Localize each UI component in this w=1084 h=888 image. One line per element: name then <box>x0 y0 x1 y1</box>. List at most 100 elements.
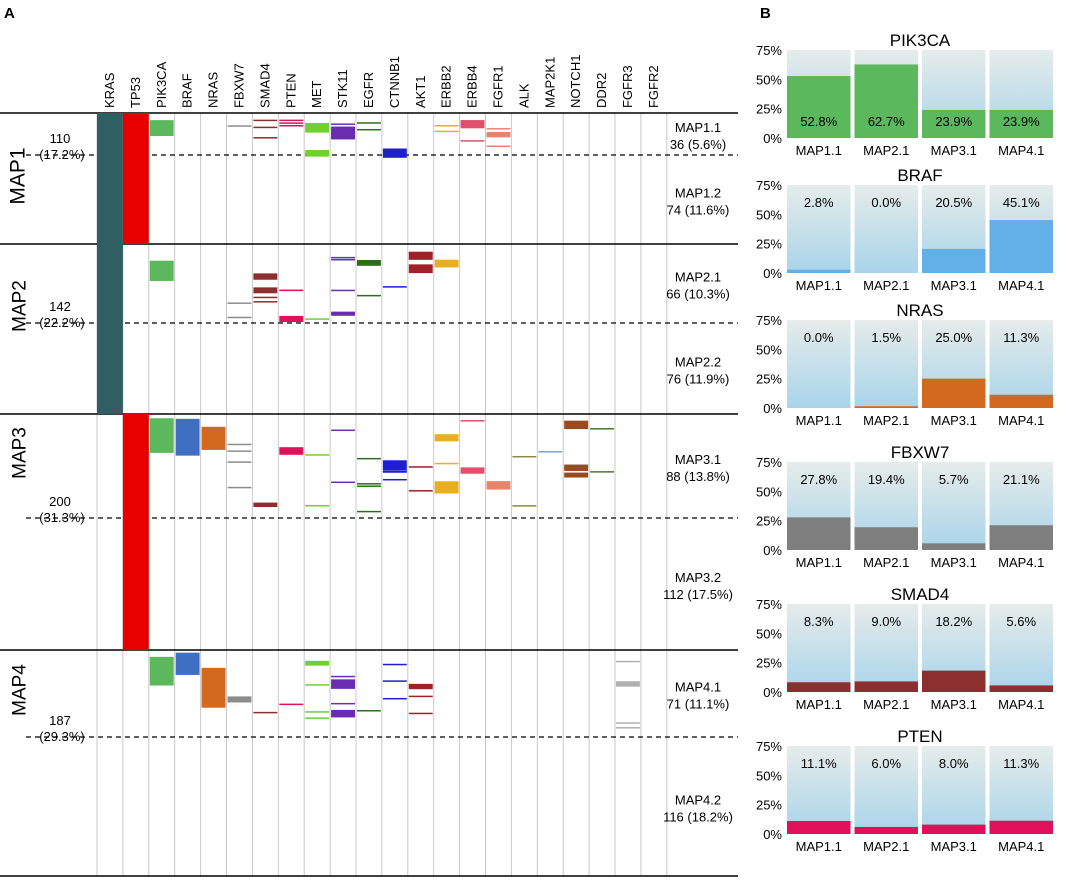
gene-header-fgfr3: FGFR3 <box>620 65 635 108</box>
mutation-mark-smad4 <box>253 287 278 294</box>
subgroup-name-map2-1: MAP2.1 <box>675 270 721 285</box>
group-count: 200 <box>49 494 71 509</box>
mutation-mark-stk11 <box>331 702 355 705</box>
bar-map4-1 <box>989 109 1053 138</box>
mutation-mark-akt1 <box>408 712 433 715</box>
mutation-mark-egfr <box>357 710 381 712</box>
category-label: MAP2.1 <box>863 413 909 428</box>
mutation-block-kras <box>97 244 123 414</box>
category-label: MAP1.1 <box>796 697 842 712</box>
gene-header-fbxw7: FBXW7 <box>231 63 246 108</box>
data-label: 23.9% <box>1003 114 1040 129</box>
mutation-mark-erbb2 <box>434 259 459 268</box>
mutation-block-pik3ca <box>149 120 174 136</box>
mutation-mark-egfr <box>357 259 381 265</box>
subgroup-name-map4-2: MAP4.2 <box>675 793 721 808</box>
data-label: 5.6% <box>1006 614 1036 629</box>
bar-background <box>854 604 918 692</box>
mutation-frequency-bar-charts: B PIK3CA 75% 50% 25% 0% 52.8% MAP1.1 62.7% MAP2.… <box>756 5 1053 854</box>
mutation-mark-egfr <box>357 485 381 487</box>
data-label: 6.0% <box>871 756 901 771</box>
group-count: 142 <box>49 299 71 314</box>
mutation-mark-stk11 <box>331 709 355 718</box>
bar-map4-1 <box>989 525 1053 550</box>
mutation-mark-fgfr3 <box>616 722 640 724</box>
subgroup-size: 71 (11.1%) <box>667 697 730 712</box>
mutation-mark-fbxw7 <box>227 443 252 446</box>
mutation-mark-pten <box>279 289 304 292</box>
bar-map2-1 <box>854 64 918 138</box>
bar-background <box>922 462 986 550</box>
panel-label-b: B <box>760 5 771 22</box>
mutation-mark-erbb4 <box>460 420 485 422</box>
mutation-mark-egfr <box>357 128 381 131</box>
y-tick-label: 50% <box>756 342 782 357</box>
mutation-mark-stk11 <box>331 123 355 125</box>
mutation-mark-notch1 <box>564 420 589 430</box>
category-label: MAP1.1 <box>796 278 842 293</box>
mutation-mark-smad4 <box>253 273 278 280</box>
group-name-map4: MAP4 <box>10 664 31 716</box>
chart-title: FBXW7 <box>891 443 950 462</box>
category-label: MAP1.1 <box>796 555 842 570</box>
mutation-mark-fgfr1 <box>486 128 511 130</box>
y-tick-label: 0% <box>763 543 782 558</box>
mutation-mark-ctnnb1 <box>382 471 407 473</box>
data-label: 20.5% <box>935 195 972 210</box>
mutation-mark-fgfr3 <box>616 660 640 663</box>
bar-map3-1 <box>922 824 986 834</box>
y-tick-label: 75% <box>756 597 782 612</box>
mutation-mark-erbb2 <box>434 434 459 442</box>
data-label: 45.1% <box>1003 195 1040 210</box>
mutation-mark-smad4 <box>253 301 278 303</box>
mutation-mark-akt1 <box>408 684 433 690</box>
mutation-mark-fgfr1 <box>486 145 511 148</box>
category-label: MAP4.1 <box>998 697 1044 712</box>
mutation-mark-fbxw7 <box>227 302 252 304</box>
bar-map3-1 <box>922 543 986 550</box>
subgroup-name-map1-2: MAP1.2 <box>675 186 721 201</box>
bar-map3-1 <box>922 670 986 692</box>
mutation-mark-fbxw7 <box>227 696 252 703</box>
mutation-mark-egfr <box>357 294 381 297</box>
bar-chart-braf: BRAF 75% 50% 25% 0% 2.8% MAP1.1 0.0% MAP2.1 20.5%… <box>756 166 1053 293</box>
mutation-mark-met <box>305 318 330 320</box>
bar-background <box>922 746 986 834</box>
mutation-block-kras <box>97 113 123 244</box>
mutation-mark-ddr2 <box>590 428 614 430</box>
group-percent: (31.3%) <box>39 510 85 525</box>
chart-title: SMAD4 <box>891 585 950 604</box>
subgroup-name-map3-2: MAP3.2 <box>675 570 721 585</box>
subgroup-name-map2-2: MAP2.2 <box>675 355 721 370</box>
mutation-mark-stk11 <box>331 289 355 292</box>
chart-title: PIK3CA <box>890 31 951 50</box>
mutation-mark-ctnnb1 <box>382 470 407 472</box>
group-count: 187 <box>49 713 71 728</box>
mutation-mark-fbxw7 <box>227 316 252 319</box>
chart-title: PTEN <box>897 727 942 746</box>
y-tick-label: 25% <box>756 237 782 252</box>
category-label: MAP1.1 <box>796 143 842 158</box>
mutation-mark-ctnnb1 <box>382 148 407 158</box>
bar-chart-fbxw7: FBXW7 75% 50% 25% 0% 27.8% MAP1.1 19.4% MAP2.1 5.… <box>756 443 1053 570</box>
chart-title: NRAS <box>896 301 943 320</box>
mutation-mark-pten <box>279 703 304 706</box>
mutation-mark-fbxw7 <box>227 450 252 452</box>
mutation-mark-alk <box>512 505 537 507</box>
bar-map2-1 <box>854 826 918 834</box>
bar-chart-pten: PTEN 75% 50% 25% 0% 11.1% MAP1.1 6.0% MAP2.1 8.0%… <box>756 727 1053 854</box>
mutation-mark-erbb2 <box>434 481 459 490</box>
y-tick-label: 50% <box>756 626 782 641</box>
mutation-mark-egfr <box>357 457 381 460</box>
gene-header-fgfr1: FGFR1 <box>490 65 505 108</box>
bar-map3-1 <box>922 248 986 273</box>
category-label: MAP3.1 <box>931 143 977 158</box>
mutation-mark-pten <box>279 119 304 122</box>
y-tick-label: 75% <box>756 313 782 328</box>
chart-title: BRAF <box>897 166 942 185</box>
mutation-mark-egfr <box>357 122 381 124</box>
category-label: MAP3.1 <box>931 413 977 428</box>
data-label: 5.7% <box>939 472 969 487</box>
y-tick-label: 75% <box>756 178 782 193</box>
mutation-mark-met <box>305 454 330 456</box>
